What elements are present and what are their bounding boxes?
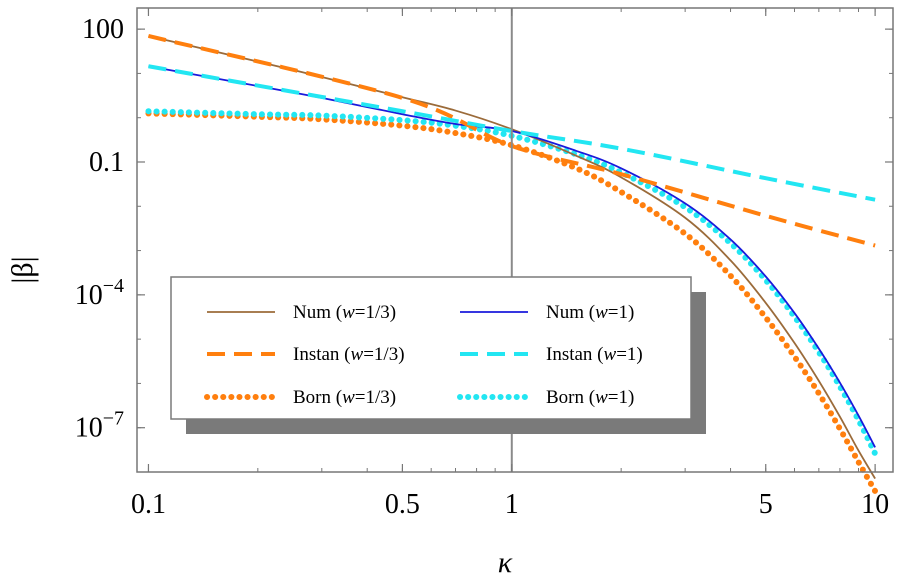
x-tick-label: 0.5 xyxy=(385,489,420,520)
x-tick-label: 10 xyxy=(861,489,889,520)
series-line xyxy=(148,65,876,448)
series-line xyxy=(148,64,876,202)
x-tick-label: 5 xyxy=(759,489,773,520)
legend-label: Born (w=1) xyxy=(546,387,634,408)
series-line xyxy=(148,35,876,480)
legend-label: Num (w=1/3) xyxy=(293,302,396,323)
y-tick-label: 10−7 xyxy=(75,408,124,444)
series-line xyxy=(145,108,879,457)
x-tick-label: 1 xyxy=(505,489,519,520)
x-axis-label: κ xyxy=(498,546,513,579)
x-axis: 0.1 0.5 1 5 10 xyxy=(131,8,889,520)
series-layer xyxy=(145,34,879,495)
y-tick-label: 100 xyxy=(82,14,124,45)
series-line xyxy=(147,34,876,248)
x-tick-label: 0.1 xyxy=(131,489,166,520)
legend-label: Born (w=1/3) xyxy=(293,387,396,408)
y-axis-label: |β| xyxy=(6,256,39,283)
plot-frame xyxy=(136,7,894,473)
y-tick-label: 0.1 xyxy=(89,147,124,178)
legend-items: Num (w=1/3) Num (w=1) Instan (w=1/3) Instan… xyxy=(204,302,643,408)
legend-label: Num (w=1) xyxy=(546,302,634,323)
legend-label: Instan (w=1) xyxy=(546,344,643,365)
legend: Num (w=1/3) Num (w=1) Instan (w=1/3) Instan… xyxy=(170,276,706,434)
series-line xyxy=(145,110,879,495)
legend-label: Instan (w=1/3) xyxy=(293,344,405,365)
